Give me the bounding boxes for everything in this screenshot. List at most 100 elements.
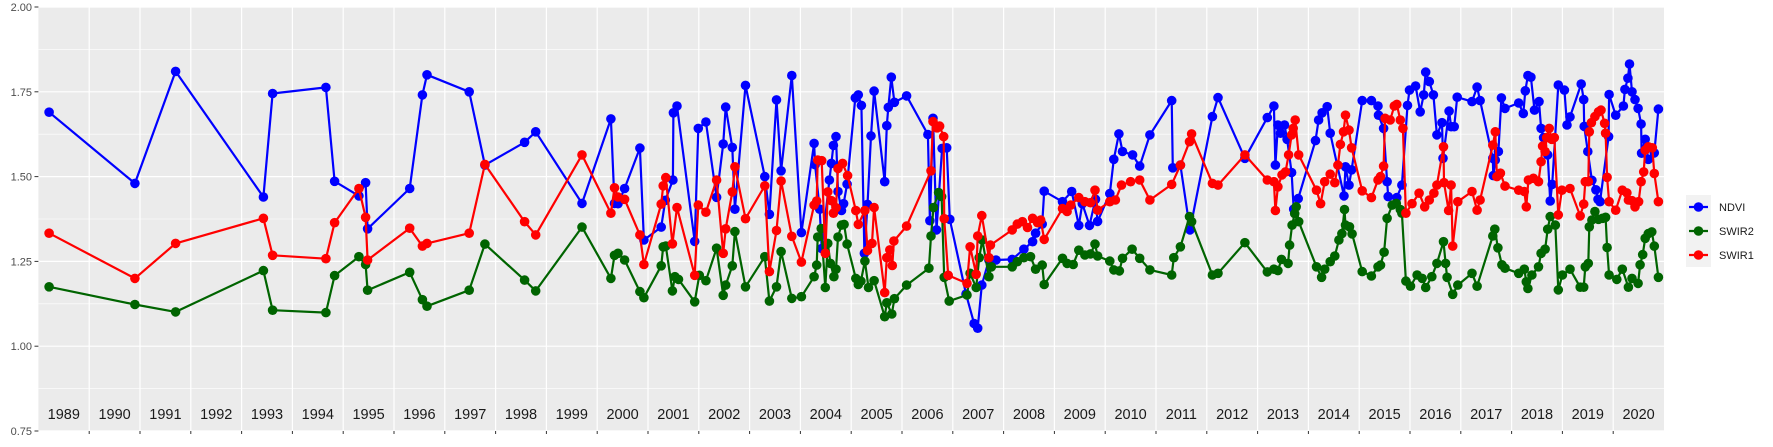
ndvi-point bbox=[1114, 129, 1124, 139]
swir2-point bbox=[1447, 289, 1458, 300]
swir1-point bbox=[1533, 176, 1544, 187]
year-label: 1997 bbox=[454, 407, 486, 423]
swir2-point bbox=[1311, 262, 1322, 272]
swir1-point bbox=[258, 213, 269, 224]
x-axis: 1989 1990 1991 1992 1993 1994 1995 1996 1997 1998… bbox=[48, 407, 1655, 434]
ndvi-point bbox=[1595, 196, 1605, 207]
swir2-point bbox=[1442, 272, 1452, 283]
swir2-point bbox=[1540, 244, 1550, 254]
ndvi-point bbox=[1529, 105, 1540, 115]
year-label: 2006 bbox=[911, 407, 943, 423]
swir2-point bbox=[829, 271, 839, 282]
swir2-point bbox=[1527, 270, 1537, 280]
ndvi-point bbox=[44, 107, 54, 117]
swir1-point bbox=[1553, 210, 1564, 220]
swir2-point bbox=[1366, 271, 1377, 281]
swir1-point bbox=[1366, 192, 1377, 203]
swir2-point bbox=[530, 286, 541, 296]
ndvi-point bbox=[1623, 73, 1633, 83]
swir2-point bbox=[639, 292, 649, 303]
ndvi-point bbox=[1643, 154, 1654, 165]
swir2-point bbox=[882, 298, 892, 308]
ndvi-point bbox=[1269, 101, 1279, 111]
ndvi-point bbox=[1653, 104, 1664, 114]
swir1-point bbox=[1472, 205, 1482, 215]
swir1-point bbox=[1447, 241, 1458, 251]
ndvi-point bbox=[1310, 135, 1321, 146]
ndvi-point bbox=[1576, 79, 1586, 89]
swir2-point bbox=[1565, 264, 1575, 275]
swir1-point bbox=[354, 183, 364, 194]
year-label: 2010 bbox=[1114, 407, 1146, 423]
year-label: 1993 bbox=[251, 407, 283, 423]
ndvi-point bbox=[1145, 130, 1155, 140]
swir2-point bbox=[730, 226, 740, 237]
swir1-point bbox=[1549, 132, 1560, 143]
ndvi-point bbox=[1424, 76, 1435, 87]
swir2-point bbox=[764, 296, 775, 306]
swir1-point bbox=[962, 278, 972, 289]
swir1-point bbox=[530, 230, 541, 240]
ndvi-point bbox=[1432, 130, 1442, 140]
swir1-point bbox=[1213, 180, 1223, 190]
year-label: 2018 bbox=[1521, 407, 1553, 423]
swir1-point bbox=[1335, 139, 1346, 150]
swir1-point bbox=[1475, 195, 1485, 205]
year-label: 2014 bbox=[1318, 407, 1350, 423]
ndvi-point bbox=[1410, 81, 1421, 91]
ndvi-point bbox=[718, 139, 728, 149]
swir2-point bbox=[1633, 278, 1643, 289]
swir1-point bbox=[464, 228, 475, 238]
ndvi-point bbox=[866, 131, 876, 141]
swir2-point bbox=[1438, 236, 1449, 247]
swir1-point bbox=[934, 121, 945, 131]
swir2-point bbox=[720, 280, 731, 290]
ndvi-point bbox=[1578, 94, 1589, 105]
swir2-point bbox=[856, 276, 866, 286]
swir2-point bbox=[464, 285, 475, 296]
ndvi-point bbox=[530, 127, 541, 137]
swir2-point bbox=[1090, 239, 1100, 249]
swir2-point bbox=[1647, 227, 1657, 237]
swir1-point bbox=[404, 223, 415, 233]
swir2-point bbox=[887, 309, 897, 319]
ndvi-point bbox=[519, 137, 530, 148]
swir2-point bbox=[354, 251, 364, 262]
year-label: 2004 bbox=[810, 407, 842, 423]
year-label: 2017 bbox=[1470, 407, 1502, 423]
ndvi-point bbox=[1275, 128, 1286, 138]
swir2-point bbox=[1635, 260, 1645, 270]
swir2-point bbox=[267, 305, 278, 316]
ndvi-point bbox=[1066, 186, 1077, 197]
legend: NDVI SWIR2 SWIR1 bbox=[1686, 195, 1754, 267]
ndvi-point bbox=[853, 90, 864, 100]
swir1-point bbox=[701, 207, 711, 217]
swir1-point bbox=[1090, 185, 1100, 195]
series-swir1 bbox=[44, 99, 1664, 298]
swir1-point bbox=[1443, 205, 1454, 216]
ndvi-point bbox=[776, 166, 786, 176]
swir2-point bbox=[321, 307, 331, 318]
swir2-point bbox=[796, 291, 807, 302]
swir2-point bbox=[1316, 272, 1327, 283]
ndvi-point bbox=[1449, 121, 1459, 132]
swir2-point bbox=[1490, 224, 1500, 234]
ndvi-point bbox=[727, 142, 738, 153]
swir1-point bbox=[1065, 200, 1076, 210]
year-label: 2005 bbox=[860, 407, 892, 423]
ndvi-point bbox=[1472, 82, 1482, 92]
swir1-point bbox=[44, 228, 54, 238]
y-tick-label: 1.50 bbox=[11, 172, 32, 184]
swir2-point bbox=[1337, 228, 1347, 239]
swir1-point bbox=[1085, 197, 1096, 208]
swir1-point bbox=[1035, 215, 1046, 225]
ndvi-point bbox=[1279, 120, 1290, 130]
swir2-point bbox=[667, 286, 678, 296]
swir1-point bbox=[1134, 175, 1145, 185]
year-label: 2008 bbox=[1013, 407, 1045, 423]
swir1-point bbox=[972, 231, 983, 241]
swir1-point bbox=[1184, 136, 1195, 147]
swir1-point bbox=[1395, 115, 1406, 125]
swir1-point bbox=[1638, 167, 1649, 177]
ndvi-point bbox=[886, 72, 897, 82]
